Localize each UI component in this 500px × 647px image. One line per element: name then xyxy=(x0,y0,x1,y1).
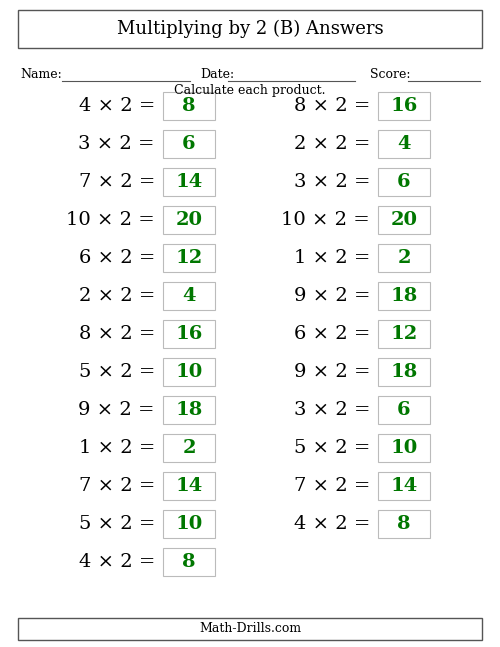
Text: 4 × 2 =: 4 × 2 = xyxy=(294,515,370,533)
Bar xyxy=(378,282,430,310)
Text: 2: 2 xyxy=(397,249,411,267)
Bar xyxy=(18,618,482,640)
Text: 4 × 2 =: 4 × 2 = xyxy=(78,553,155,571)
Text: Math-Drills.com: Math-Drills.com xyxy=(199,622,301,635)
Text: 4: 4 xyxy=(182,287,196,305)
Text: 12: 12 xyxy=(176,249,203,267)
Text: Multiplying by 2 (B) Answers: Multiplying by 2 (B) Answers xyxy=(116,20,384,38)
Text: 18: 18 xyxy=(390,287,417,305)
Bar xyxy=(163,434,215,462)
Text: 6: 6 xyxy=(182,135,196,153)
Bar xyxy=(378,472,430,500)
Text: 10: 10 xyxy=(390,439,417,457)
Text: 5 × 2 =: 5 × 2 = xyxy=(78,515,155,533)
Text: 9 × 2 =: 9 × 2 = xyxy=(78,401,155,419)
Bar xyxy=(163,130,215,158)
Text: 12: 12 xyxy=(390,325,417,343)
Text: 16: 16 xyxy=(390,97,417,115)
Text: 6: 6 xyxy=(397,173,411,191)
Bar xyxy=(163,358,215,386)
Bar xyxy=(378,92,430,120)
Text: 18: 18 xyxy=(390,363,417,381)
Text: 8 × 2 =: 8 × 2 = xyxy=(78,325,155,343)
Text: 20: 20 xyxy=(390,211,417,229)
Bar xyxy=(378,358,430,386)
Text: 7 × 2 =: 7 × 2 = xyxy=(78,477,155,495)
Text: 3 × 2 =: 3 × 2 = xyxy=(78,135,155,153)
Text: 10: 10 xyxy=(176,515,203,533)
Text: 9 × 2 =: 9 × 2 = xyxy=(294,363,370,381)
Bar xyxy=(163,320,215,348)
Text: 8 × 2 =: 8 × 2 = xyxy=(294,97,370,115)
Text: 20: 20 xyxy=(176,211,203,229)
Text: 3 × 2 =: 3 × 2 = xyxy=(294,173,370,191)
Text: 2: 2 xyxy=(182,439,196,457)
Bar xyxy=(163,510,215,538)
Text: 6: 6 xyxy=(397,401,411,419)
Bar xyxy=(163,472,215,500)
Text: 10 × 2 =: 10 × 2 = xyxy=(281,211,370,229)
Bar xyxy=(163,396,215,424)
Text: 10: 10 xyxy=(176,363,203,381)
Text: Date:: Date: xyxy=(200,68,234,81)
Text: 1 × 2 =: 1 × 2 = xyxy=(78,439,155,457)
Text: 9 × 2 =: 9 × 2 = xyxy=(294,287,370,305)
Text: 1 × 2 =: 1 × 2 = xyxy=(294,249,370,267)
Text: 6 × 2 =: 6 × 2 = xyxy=(294,325,370,343)
Bar xyxy=(163,244,215,272)
Text: Name:: Name: xyxy=(20,68,62,81)
Text: 4: 4 xyxy=(397,135,411,153)
Text: 2 × 2 =: 2 × 2 = xyxy=(294,135,370,153)
Bar xyxy=(378,168,430,196)
Text: 7 × 2 =: 7 × 2 = xyxy=(294,477,370,495)
Text: 7 × 2 =: 7 × 2 = xyxy=(78,173,155,191)
Text: 8: 8 xyxy=(397,515,411,533)
Text: 8: 8 xyxy=(182,553,196,571)
Text: 14: 14 xyxy=(176,477,203,495)
Text: 6 × 2 =: 6 × 2 = xyxy=(78,249,155,267)
Text: 14: 14 xyxy=(176,173,203,191)
Bar xyxy=(378,510,430,538)
Text: 18: 18 xyxy=(176,401,203,419)
Text: 10 × 2 =: 10 × 2 = xyxy=(66,211,155,229)
Bar xyxy=(378,320,430,348)
Bar xyxy=(18,10,482,48)
Bar xyxy=(378,396,430,424)
Bar xyxy=(163,92,215,120)
Bar xyxy=(378,434,430,462)
Text: 2 × 2 =: 2 × 2 = xyxy=(78,287,155,305)
Bar xyxy=(163,206,215,234)
Text: Score:: Score: xyxy=(370,68,410,81)
Text: 5 × 2 =: 5 × 2 = xyxy=(78,363,155,381)
Bar xyxy=(378,244,430,272)
Bar xyxy=(163,548,215,576)
Bar xyxy=(378,206,430,234)
Text: 5 × 2 =: 5 × 2 = xyxy=(294,439,370,457)
Text: 4 × 2 =: 4 × 2 = xyxy=(78,97,155,115)
Bar xyxy=(163,282,215,310)
Text: 3 × 2 =: 3 × 2 = xyxy=(294,401,370,419)
Text: 14: 14 xyxy=(390,477,417,495)
Bar xyxy=(378,130,430,158)
Text: Calculate each product.: Calculate each product. xyxy=(174,84,326,97)
Bar xyxy=(163,168,215,196)
Text: 8: 8 xyxy=(182,97,196,115)
Text: 16: 16 xyxy=(176,325,203,343)
